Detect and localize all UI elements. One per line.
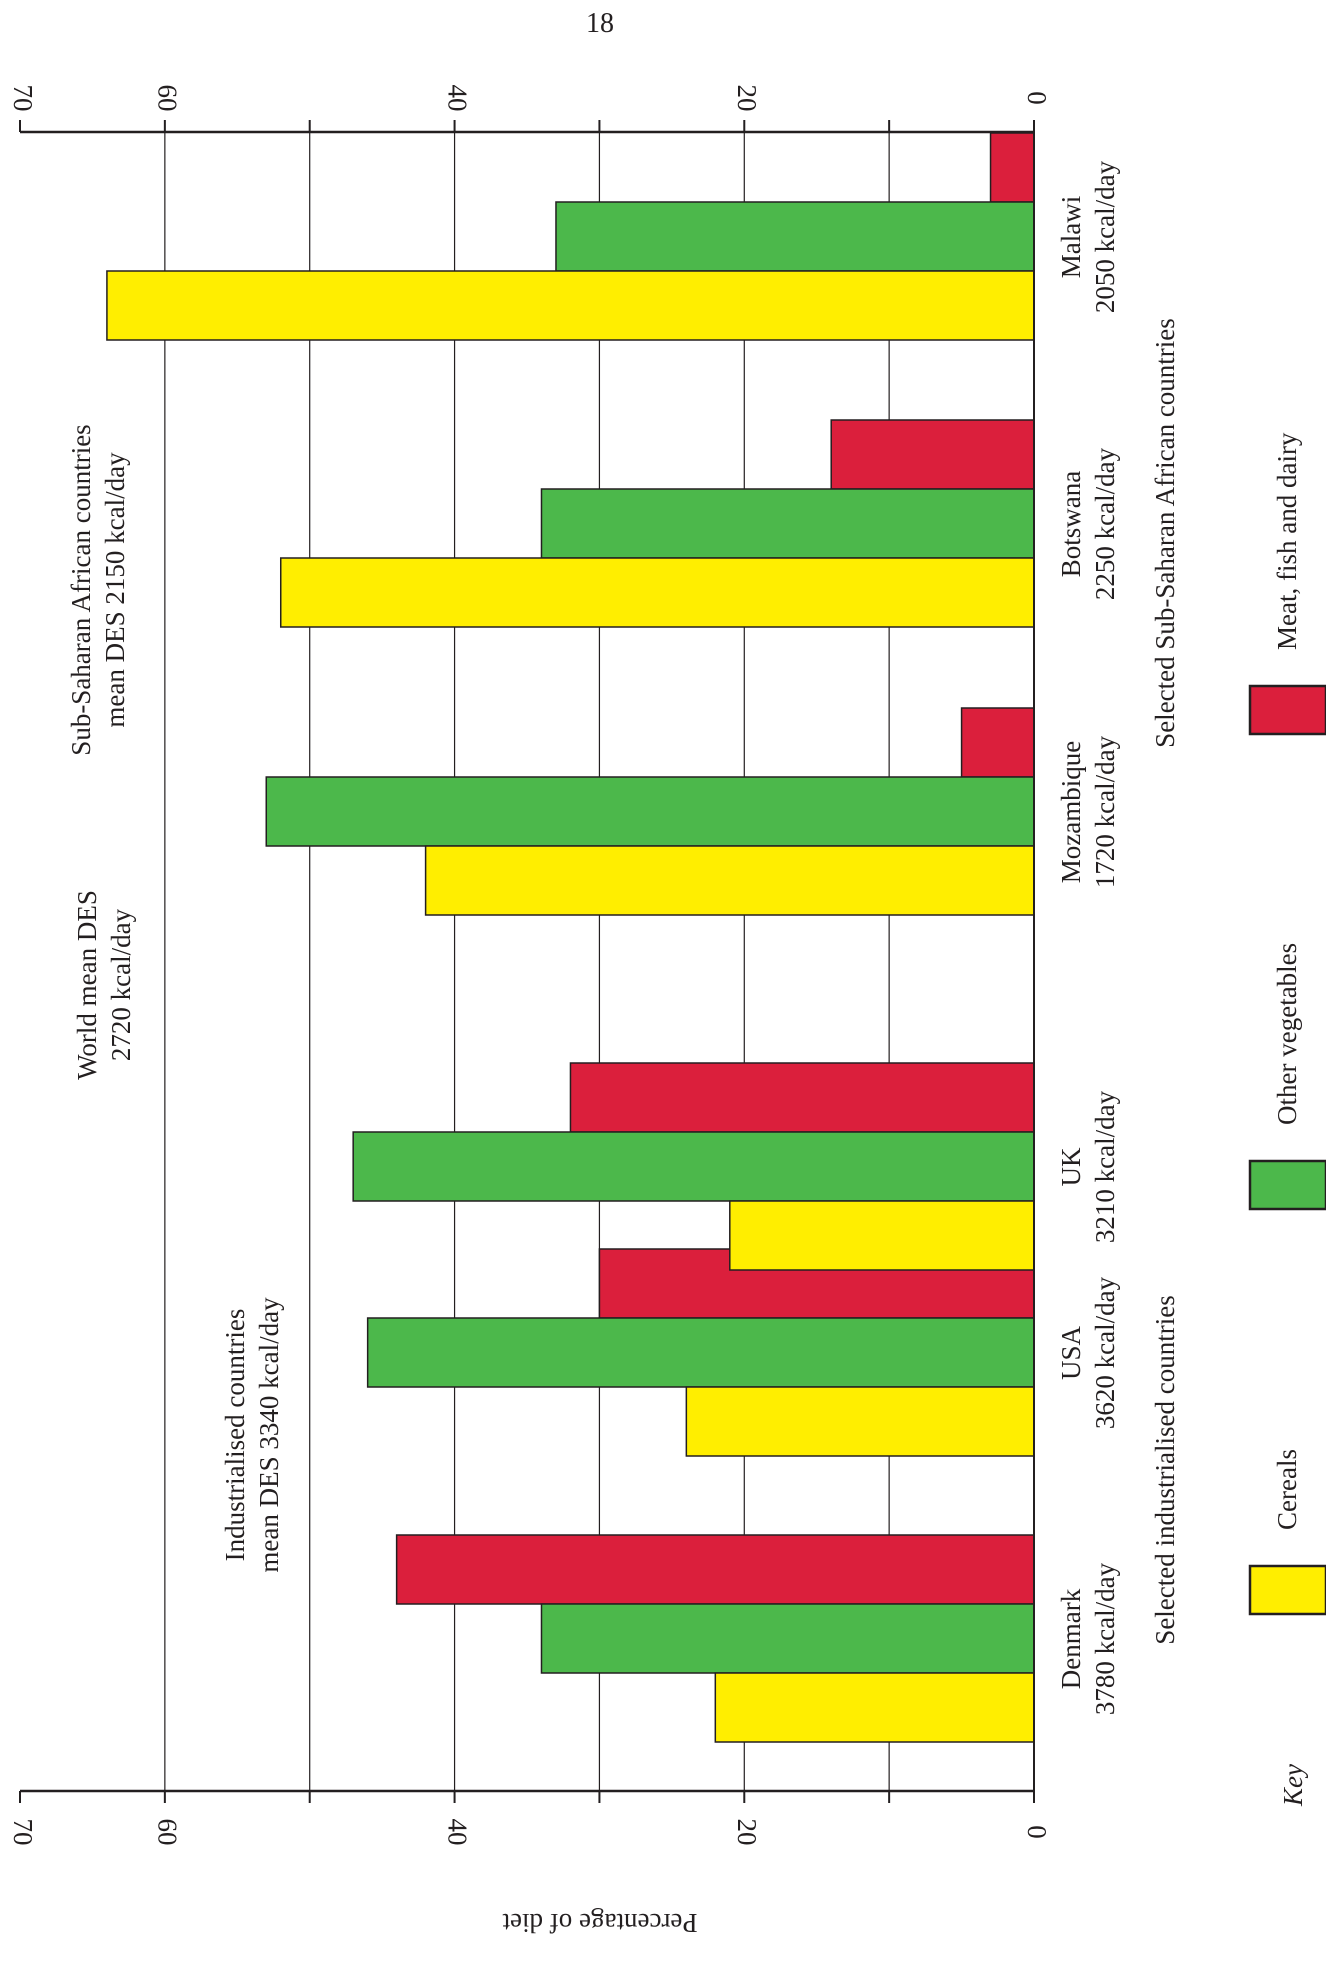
bar-usa-other-vegetables xyxy=(366,1317,1035,1388)
bar-uk-cereals xyxy=(729,1200,1035,1271)
top-tick-label-40: 40 xyxy=(442,85,472,112)
annotation-industrialised-line1: Industrialised countries xyxy=(220,1309,250,1562)
legend-label-1: Other vegetables xyxy=(1272,943,1302,1125)
annotation-subsaharan-line2: mean DES 2150 kcal/day xyxy=(100,452,130,728)
bottom-tick-label-20: 20 xyxy=(732,1819,762,1846)
group-label-subsaharan: Selected Sub-Saharan African countries xyxy=(1150,318,1180,748)
category-kcal-usa: 3620 kcal/day xyxy=(1090,1276,1120,1429)
category-kcal-mozambique: 1720 kcal/day xyxy=(1090,735,1120,888)
category-label-botswana: Botswana xyxy=(1056,471,1086,578)
legend-label-2: Meat, fish and dairy xyxy=(1272,432,1302,650)
bars xyxy=(106,132,1035,1743)
annotation-subsaharan-line1: Sub-Saharan African countries xyxy=(66,424,96,755)
category-label-malawi: Malawi xyxy=(1056,196,1086,278)
category-kcal-botswana: 2250 kcal/day xyxy=(1090,447,1120,600)
top-tick-label-60: 60 xyxy=(153,85,183,112)
bar-malawi-other-vegetables xyxy=(555,201,1035,272)
legend-swatch-meat-fish-dairy xyxy=(1248,684,1326,736)
legend-swatch-cereals xyxy=(1248,1564,1326,1616)
bar-malawi-meat-fish-dairy xyxy=(989,132,1035,203)
bottom-tick-label-0: 0 xyxy=(1022,1825,1052,1839)
bar-botswana-meat-fish-dairy xyxy=(830,419,1035,490)
category-label-uk: UK xyxy=(1056,1147,1086,1186)
bottom-tick-label-40: 40 xyxy=(442,1819,472,1846)
category-kcal-denmark: 3780 kcal/day xyxy=(1090,1562,1120,1715)
bar-denmark-other-vegetables xyxy=(540,1603,1035,1674)
labels: Denmark 3780 kcal/day USA 3620 kcal/day UK 32… xyxy=(8,85,1326,1938)
bar-malawi-cereals xyxy=(106,270,1035,341)
bar-botswana-cereals xyxy=(279,557,1035,628)
bar-denmark-cereals xyxy=(714,1672,1035,1743)
category-label-denmark: Denmark xyxy=(1056,1588,1086,1689)
bottom-tick-label-70: 70 xyxy=(8,1819,38,1846)
bar-denmark-meat-fish-dairy xyxy=(395,1534,1035,1605)
category-kcal-uk: 3210 kcal/day xyxy=(1090,1090,1120,1243)
gridlines xyxy=(164,132,890,1791)
y-axis-title: Percentage of diet xyxy=(502,1908,697,1938)
annotation-world-mean-line1: World mean DES xyxy=(72,890,102,1080)
page-number: 18 xyxy=(586,8,614,39)
legend-title: Key xyxy=(1278,1764,1308,1807)
bar-mozambique-other-vegetables xyxy=(265,776,1035,847)
top-tick-label-20: 20 xyxy=(732,85,762,112)
bar-uk-other-vegetables xyxy=(352,1131,1035,1202)
group-label-industrialised: Selected industrialised countries xyxy=(1150,1295,1180,1644)
bar-mozambique-meat-fish-dairy xyxy=(960,707,1035,778)
category-kcal-malawi: 2050 kcal/day xyxy=(1090,160,1120,313)
category-label-usa: USA xyxy=(1056,1325,1086,1380)
axes xyxy=(19,120,1035,1803)
legend-swatch-other-vegetables xyxy=(1248,1159,1326,1211)
top-tick-label-70: 70 xyxy=(8,85,38,112)
bottom-tick-label-60: 60 xyxy=(153,1819,183,1846)
annotation-industrialised-line2: mean DES 3340 kcal/day xyxy=(254,1297,284,1573)
bar-botswana-other-vegetables xyxy=(540,488,1035,559)
category-label-mozambique: Mozambique xyxy=(1056,741,1086,883)
bar-mozambique-cereals xyxy=(424,845,1035,916)
legend-label-0: Cereals xyxy=(1272,1449,1302,1530)
annotation-world-mean-line2: 2720 kcal/day xyxy=(106,908,136,1061)
top-tick-label-0: 0 xyxy=(1022,91,1052,105)
bar-usa-cereals xyxy=(685,1386,1035,1457)
bar-uk-meat-fish-dairy xyxy=(569,1062,1035,1133)
